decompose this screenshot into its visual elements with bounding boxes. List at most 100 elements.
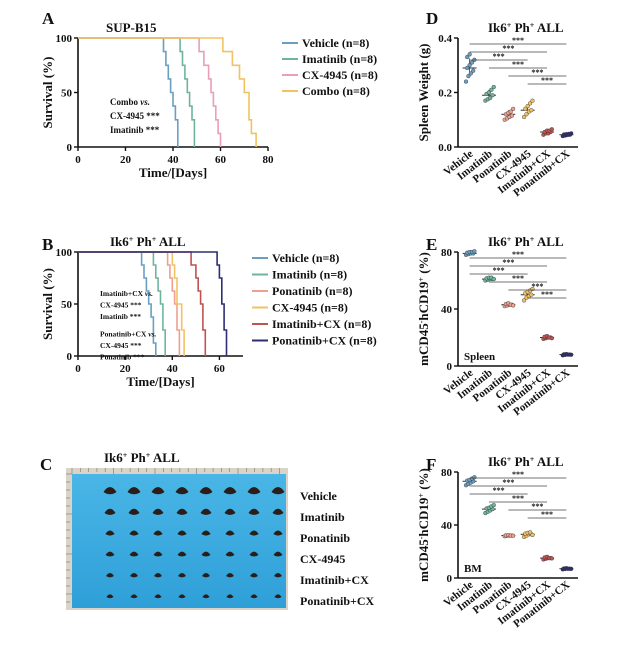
panel-label-a: A <box>42 9 55 28</box>
chart-title: Ik6+ Ph+ ALL <box>110 234 186 249</box>
data-point <box>472 249 477 254</box>
data-point <box>490 93 495 98</box>
data-point <box>509 113 515 118</box>
data-point <box>511 533 516 538</box>
spleen-sample <box>105 551 115 557</box>
spleen-sample <box>129 530 139 536</box>
significance-star: *** <box>493 486 505 495</box>
spleen-sample <box>106 594 114 599</box>
legend-label: Imatinib (n=8) <box>302 52 377 66</box>
spleen-sample <box>225 530 235 536</box>
data-point <box>569 352 574 357</box>
y-axis-title: mCD45-hCD19+ (%) <box>416 468 431 582</box>
y-axis-title: mCD45-hCD19+ (%) <box>416 252 431 366</box>
km-series-line <box>78 37 179 147</box>
blue-background <box>72 474 286 608</box>
spleen-sample <box>273 530 283 536</box>
spleen-sample <box>104 508 116 515</box>
spleen-sample <box>248 508 260 515</box>
y-tick-label: 0.0 <box>438 142 452 154</box>
tissue-label: BM <box>464 563 482 575</box>
y-axis-title: Survival (%) <box>40 268 55 340</box>
chart-title: SUP-B15 <box>106 20 157 35</box>
km-series-line <box>78 251 207 356</box>
annotation-line: Imatinib+CX vs. <box>100 289 153 298</box>
annotation-line: Ponatinib *** <box>100 353 145 362</box>
legend-label: CX-4945 (n=8) <box>302 68 378 82</box>
x-tick-label: 80 <box>263 154 275 166</box>
data-point <box>491 503 496 508</box>
survival-chart-b: 0 50 100 0 20 40 60 Time/[Days] Survival (%) Ik6+… <box>40 234 377 389</box>
spleen-sample <box>250 573 258 578</box>
spleen-sample <box>271 487 285 495</box>
data-point <box>508 109 513 114</box>
panel-label-c: C <box>40 455 52 474</box>
y-tick-label: 80 <box>441 467 453 479</box>
data-point <box>525 104 530 109</box>
y-tick-label: 80 <box>441 247 453 259</box>
spleen-photo-c: Ik6+ Ph+ ALL Vehicle Imatinib Ponatinib CX-4… <box>66 450 375 610</box>
data-point <box>511 106 516 111</box>
annotation-line: CX-4945 *** <box>110 111 160 121</box>
significance-star: *** <box>512 36 524 45</box>
km-series-line <box>78 37 222 147</box>
annotation-line: CX-4945 *** <box>100 341 142 350</box>
y-tick-label: 50 <box>61 299 73 311</box>
data-point <box>549 127 554 132</box>
row-label: Vehicle <box>300 489 338 503</box>
watermark-text: 网易号 | 东南大学附属中大医院 <box>272 625 482 643</box>
spleen-sample <box>250 594 258 599</box>
y-tick-label: 40 <box>441 304 453 316</box>
spleen-sample <box>176 508 188 515</box>
data-point <box>486 90 492 95</box>
spleen-sample <box>103 487 117 495</box>
data-point <box>521 298 527 303</box>
spleen-sample <box>130 573 138 578</box>
data-point <box>549 336 554 341</box>
panel-label-d: D <box>426 9 438 28</box>
significance-star: *** <box>531 68 543 77</box>
spleen-sample <box>224 508 236 515</box>
spleen-sample <box>154 573 162 578</box>
data-point <box>467 52 472 57</box>
survival-chart-a: 0 50 100 0 20 40 60 80 Time/[Days] Survival (%) SU… <box>40 20 378 180</box>
data-point <box>569 566 574 571</box>
data-point <box>530 532 535 538</box>
row-label: Ponatinib <box>300 531 350 545</box>
y-tick-label: 50 <box>61 88 73 100</box>
spleen-sample <box>129 551 139 557</box>
x-tick-label: 60 <box>215 154 227 166</box>
legend-label: Combo (n=8) <box>302 84 370 98</box>
panel-label-f: F <box>426 455 436 474</box>
spleen-sample <box>177 530 187 536</box>
legend-label: Ponatinib+CX (n=8) <box>272 334 377 348</box>
significance-star: *** <box>512 60 524 69</box>
spleen-sample <box>175 487 189 495</box>
spleen-sample <box>200 508 212 515</box>
data-point <box>511 303 516 308</box>
y-tick-label: 0.2 <box>438 88 452 100</box>
km-series-line <box>78 251 228 356</box>
spleen-sample <box>153 551 163 557</box>
data-point <box>530 98 535 103</box>
data-point <box>488 95 493 101</box>
spleen-sample <box>199 487 213 495</box>
legend-label: Ponatinib (n=8) <box>272 284 353 298</box>
spleen-sample <box>201 551 211 557</box>
spleen-sample <box>151 487 165 495</box>
y-axis-title: Spleen Weight (g) <box>416 44 431 142</box>
data-point <box>471 68 476 73</box>
y-tick-label: 0 <box>447 573 453 585</box>
annotation-line: Imatinib *** <box>110 125 160 135</box>
row-label: Imatinib+CX <box>300 573 369 587</box>
data-point <box>465 65 470 71</box>
data-point <box>527 101 533 106</box>
chart-title: Ik6+ Ph+ ALL <box>488 234 564 249</box>
legend-label: Vehicle (n=8) <box>302 36 369 50</box>
spleen-sample <box>202 594 210 599</box>
legend-label: Vehicle (n=8) <box>272 251 339 265</box>
